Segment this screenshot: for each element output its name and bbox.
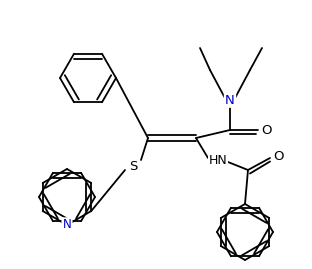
- Text: N: N: [225, 94, 235, 107]
- Text: O: O: [261, 123, 271, 136]
- Text: O: O: [273, 150, 283, 162]
- Text: HN: HN: [209, 154, 227, 167]
- Text: N: N: [63, 218, 71, 232]
- Text: S: S: [129, 160, 137, 172]
